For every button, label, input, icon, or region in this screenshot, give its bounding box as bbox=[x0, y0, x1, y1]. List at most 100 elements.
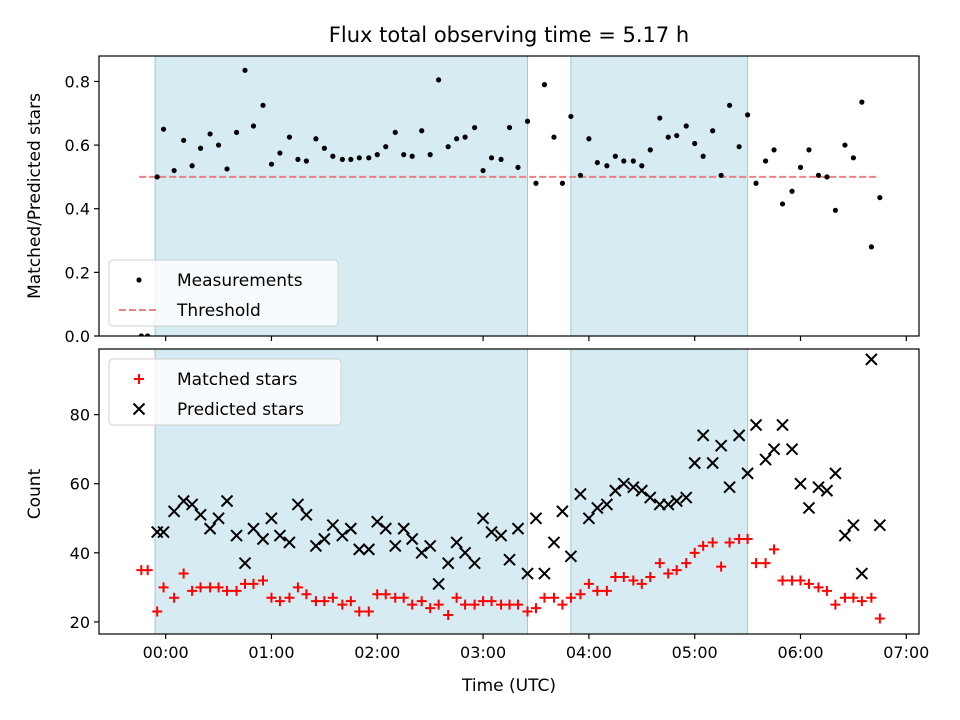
measurement-point bbox=[366, 155, 372, 161]
axes-frame bbox=[98, 55, 920, 337]
y-tick-label: 0.8 bbox=[65, 72, 90, 91]
measurement-point bbox=[604, 163, 610, 169]
matched-star-marker bbox=[575, 589, 586, 600]
measurement-point bbox=[797, 164, 804, 170]
measurement-point bbox=[850, 155, 857, 161]
y-tick-label: 0.2 bbox=[65, 263, 90, 282]
predicted-star-marker bbox=[644, 491, 657, 504]
measurement-point bbox=[674, 132, 680, 139]
predicted-star-marker bbox=[194, 508, 207, 522]
matched-star-marker bbox=[248, 578, 259, 589]
matched-star-marker bbox=[178, 568, 189, 579]
plot-area bbox=[138, 67, 883, 336]
predicted-star-marker bbox=[177, 494, 190, 508]
measurement-point bbox=[718, 172, 724, 178]
measurement-point bbox=[842, 142, 848, 148]
measurement-point bbox=[189, 163, 195, 169]
matched-star-marker bbox=[284, 592, 295, 603]
matched-star-marker bbox=[628, 575, 639, 586]
predicted-star-marker bbox=[706, 456, 719, 470]
measurement-point bbox=[207, 131, 213, 137]
matched-star-marker bbox=[469, 599, 480, 610]
matched-star-marker bbox=[512, 599, 523, 610]
predicted-star-marker bbox=[776, 418, 789, 432]
matched-star-marker bbox=[557, 599, 568, 610]
x-tick-label: 05:00 bbox=[672, 643, 718, 662]
matched-star-marker bbox=[565, 592, 576, 603]
predicted-star-marker bbox=[309, 539, 323, 553]
predicted-star-marker bbox=[820, 484, 834, 497]
measurement-point bbox=[171, 167, 177, 174]
predicted-star-marker bbox=[556, 505, 569, 518]
measurement-point bbox=[533, 180, 539, 186]
measurement-point bbox=[286, 134, 293, 140]
predicted-star-marker bbox=[344, 522, 358, 535]
measurement-point bbox=[832, 207, 839, 213]
top-ylabel: Matched/Predicted stars bbox=[25, 93, 45, 299]
matched-star-marker bbox=[874, 613, 885, 624]
matched-star-marker bbox=[707, 537, 718, 548]
matched-star-marker bbox=[777, 575, 788, 586]
measurement-point bbox=[427, 152, 433, 158]
matched-star-marker bbox=[751, 558, 762, 569]
matched-star-marker bbox=[380, 589, 391, 600]
matched-star-marker bbox=[583, 578, 594, 589]
legend: Matched stars Predicted stars bbox=[108, 358, 342, 426]
matched-star-marker bbox=[443, 610, 454, 620]
predicted-star-marker bbox=[230, 529, 243, 542]
legend-predicted-marker bbox=[132, 402, 146, 416]
matched-star-marker bbox=[813, 582, 824, 593]
matched-star-marker bbox=[231, 585, 242, 596]
legend: Measurements Threshold bbox=[108, 259, 339, 327]
measurement-point bbox=[594, 159, 600, 166]
measurement-point bbox=[242, 67, 248, 73]
measurement-point bbox=[568, 113, 574, 120]
matched-star-marker bbox=[187, 585, 198, 596]
measurement-point bbox=[736, 144, 742, 150]
measurement-point bbox=[419, 128, 425, 134]
predicted-star-marker bbox=[680, 491, 693, 504]
x-tick-label: 04:00 bbox=[566, 643, 612, 662]
matched-star-marker bbox=[390, 592, 401, 603]
y-tick-label: 20 bbox=[70, 613, 90, 632]
matched-star-marker bbox=[522, 606, 533, 617]
matched-star-marker bbox=[769, 544, 780, 555]
predicted-star-marker bbox=[723, 480, 736, 494]
matched-star-marker bbox=[787, 575, 798, 586]
measurement-point bbox=[445, 144, 451, 150]
measurement-point bbox=[815, 172, 822, 178]
measurement-point bbox=[348, 156, 354, 163]
predicted-star-marker bbox=[785, 442, 799, 456]
matched-star-marker bbox=[142, 565, 153, 576]
predicted-star-marker bbox=[265, 512, 278, 525]
measurement-point bbox=[374, 152, 380, 158]
predicted-star-marker bbox=[353, 543, 366, 556]
bottom-panel: Count Time (UTC) 20 40 60 80 00:00 01:00 02:00… bbox=[25, 348, 929, 696]
measurement-point bbox=[181, 137, 187, 143]
predicted-star-marker bbox=[838, 529, 852, 542]
measurement-point bbox=[612, 153, 618, 159]
measurement-point bbox=[268, 161, 275, 167]
measurement-point bbox=[154, 174, 160, 180]
predicted-star-marker bbox=[362, 543, 376, 556]
measurement-point bbox=[454, 136, 460, 142]
measurement-point bbox=[392, 129, 398, 135]
matched-star-marker bbox=[530, 603, 541, 614]
predicted-star-marker bbox=[529, 512, 543, 525]
x-tick-label: 01:00 bbox=[248, 643, 294, 662]
predicted-star-marker bbox=[582, 512, 596, 525]
measurement-point bbox=[541, 82, 548, 88]
legend-box bbox=[108, 358, 342, 426]
predicted-star-marker bbox=[670, 494, 683, 508]
measurement-point bbox=[753, 180, 759, 186]
measurement-point bbox=[577, 172, 584, 178]
measurement-point bbox=[436, 77, 442, 83]
predicted-star-marker bbox=[794, 477, 807, 490]
matched-star-marker bbox=[671, 565, 682, 576]
predicted-star-marker bbox=[450, 536, 463, 549]
observing-window-band bbox=[570, 55, 749, 337]
predicted-star-marker bbox=[503, 553, 516, 566]
measurement-point bbox=[160, 126, 167, 132]
measurement-point bbox=[692, 140, 698, 147]
matched-star-marker bbox=[734, 534, 745, 544]
